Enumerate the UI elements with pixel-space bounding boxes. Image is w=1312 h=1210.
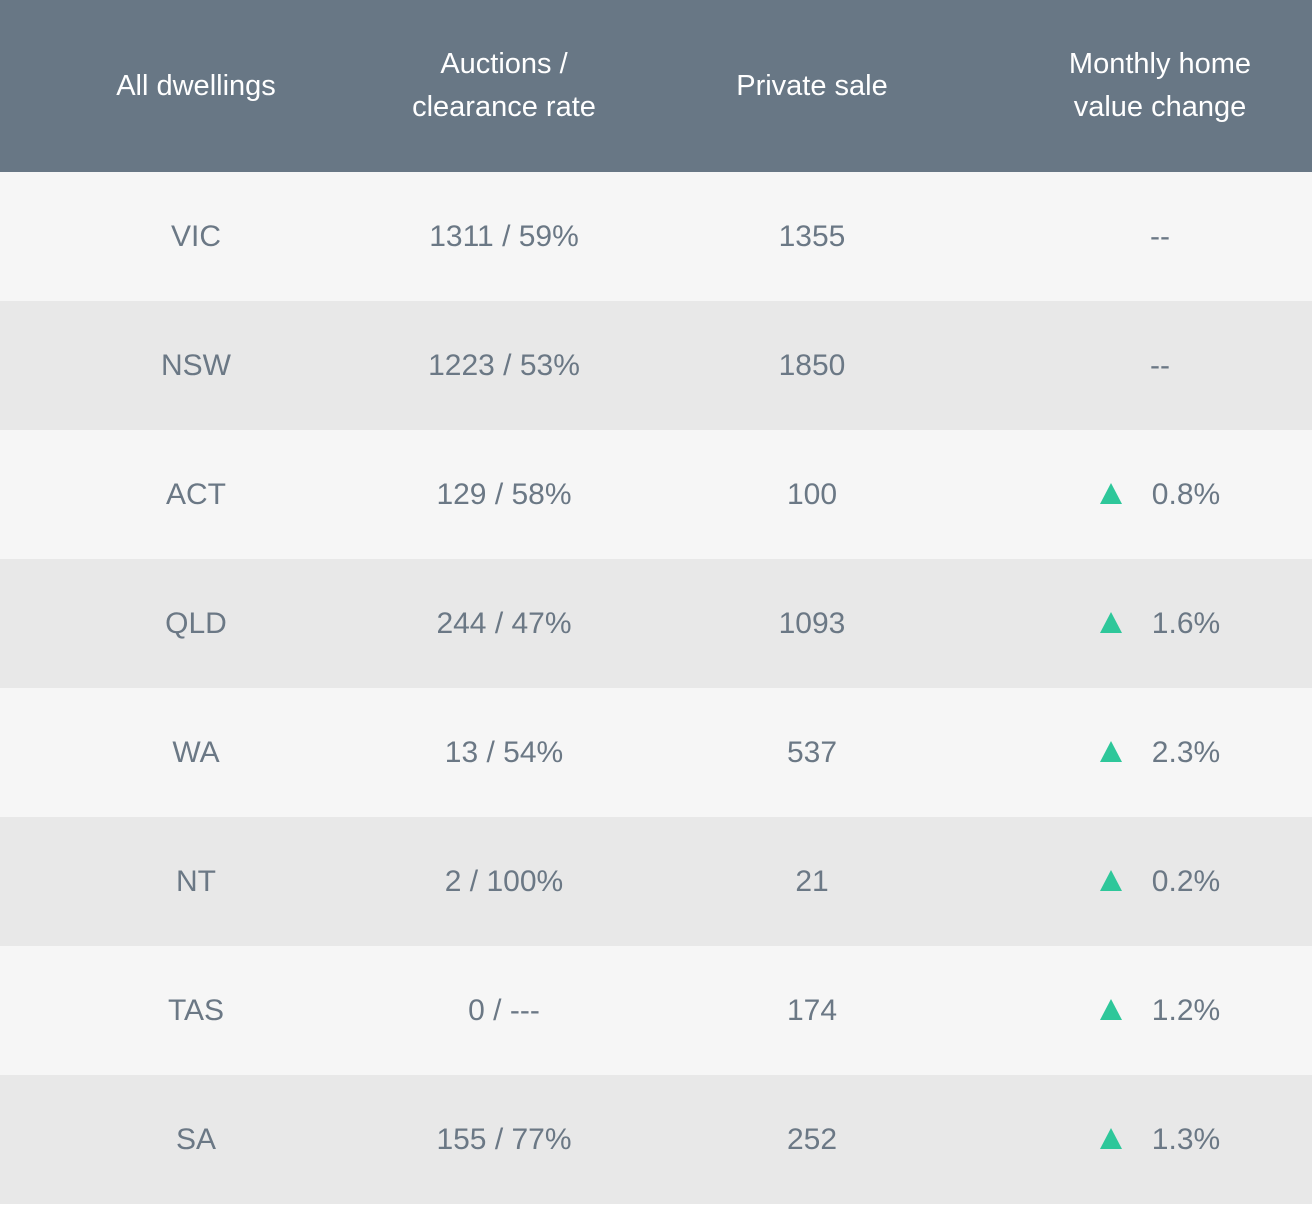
auctions-cell: 1223 / 53% — [428, 348, 580, 382]
value-change-text: 1.2% — [1151, 993, 1221, 1027]
trend-up-icon — [1099, 483, 1122, 504]
table-row: TAS 0 / --- 174 1.2% — [0, 946, 1312, 1075]
private-sale-cell: 537 — [786, 735, 838, 769]
private-sale-cell: 1850 — [778, 348, 846, 382]
table-row: QLD 244 / 47% 1093 1.6% — [0, 559, 1312, 688]
trend-up-icon — [1099, 870, 1122, 891]
auctions-cell: 0 / --- — [468, 993, 540, 1027]
table-row: NT 2 / 100% 21 0.2% — [0, 817, 1312, 946]
table-row: NSW 1223 / 53% 1850 -- — [0, 301, 1312, 430]
auctions-cell: 155 / 77% — [436, 1122, 572, 1156]
trend-up-icon — [1099, 1128, 1122, 1149]
trend-up-icon — [1099, 999, 1122, 1020]
table-row: WA 13 / 54% 537 2.3% — [0, 688, 1312, 817]
value-change-cell: -- — [1008, 349, 1312, 383]
value-change-text: 0.2% — [1151, 864, 1221, 898]
state-cell: TAS — [167, 993, 225, 1027]
value-change-text: 2.3% — [1151, 735, 1221, 769]
trend-up-icon — [1099, 741, 1122, 762]
table-row: VIC 1311 / 59% 1355 -- — [0, 172, 1312, 301]
state-cell: VIC — [170, 219, 221, 253]
value-change-text: 1.3% — [1151, 1122, 1221, 1156]
header-monthly-home-value-change: Monthly home value change — [1068, 48, 1252, 123]
state-cell: NSW — [161, 348, 231, 382]
table-row: ACT 129 / 58% 100 0.8% — [0, 430, 1312, 559]
value-change-cell: -- — [1008, 220, 1312, 254]
auctions-cell: 1311 / 59% — [429, 219, 579, 253]
private-sale-cell: 174 — [786, 993, 838, 1027]
private-sale-cell: 100 — [786, 477, 838, 511]
table-row: SA 155 / 77% 252 1.3% — [0, 1075, 1312, 1204]
value-change-text: 0.8% — [1151, 477, 1221, 511]
state-cell: NT — [176, 864, 216, 898]
value-change-cell: 0.8% — [1008, 478, 1312, 512]
state-cell: SA — [175, 1122, 217, 1156]
trend-up-icon — [1099, 612, 1122, 633]
state-cell: WA — [172, 735, 220, 769]
auctions-cell: 244 / 47% — [436, 606, 572, 640]
auctions-cell: 2 / 100% — [444, 864, 564, 898]
value-change-cell: 2.3% — [1008, 736, 1312, 770]
value-change-cell: 1.2% — [1008, 994, 1312, 1028]
value-change-cell: 1.6% — [1008, 607, 1312, 641]
value-change-text: -- — [1150, 348, 1170, 382]
state-cell: QLD — [165, 606, 227, 640]
header-auctions-clearance-rate: Auctions / clearance rate — [412, 48, 596, 123]
value-change-text: -- — [1150, 219, 1170, 253]
auctions-cell: 13 / 54% — [444, 735, 564, 769]
header-all-dwellings: All dwellings — [116, 69, 276, 102]
header-private-sale: Private sale — [736, 69, 888, 102]
value-change-cell: 0.2% — [1008, 865, 1312, 899]
value-change-cell: 1.3% — [1008, 1123, 1312, 1157]
private-sale-cell: 252 — [786, 1122, 838, 1156]
private-sale-cell: 1093 — [778, 606, 846, 640]
private-sale-cell: 1355 — [778, 219, 846, 253]
private-sale-cell: 21 — [795, 864, 829, 898]
state-cell: ACT — [166, 477, 226, 511]
value-change-text: 1.6% — [1151, 606, 1221, 640]
auctions-cell: 129 / 58% — [436, 477, 572, 511]
table-header: All dwellings Auctions / clearance rate … — [0, 0, 1312, 172]
